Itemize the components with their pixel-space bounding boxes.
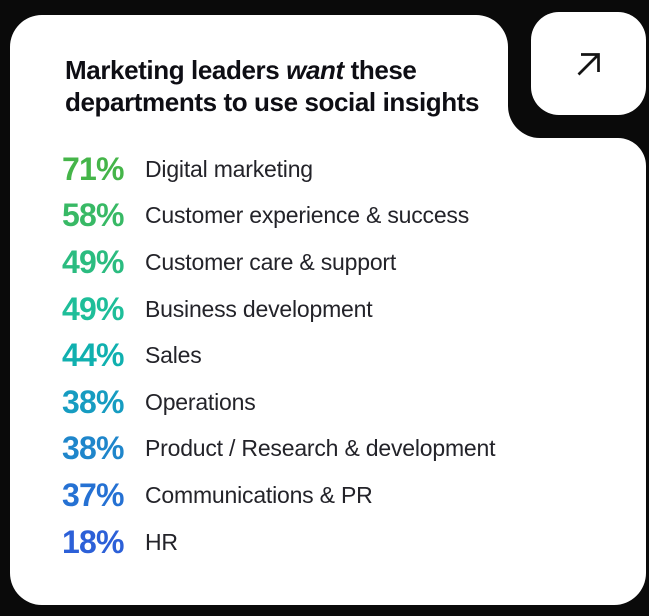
row-label: Sales <box>145 342 202 369</box>
row-label: Customer care & support <box>145 248 397 275</box>
stat-rows: 71% Digital marketing 58% Customer exper… <box>62 146 622 565</box>
row-label: Operations <box>145 388 256 415</box>
row-label: Product / Research & development <box>145 435 496 462</box>
stat-row: 18% HR <box>62 519 622 566</box>
row-label: HR <box>145 528 178 555</box>
stat-row: 49% Business development <box>62 286 622 333</box>
row-percent: 44% <box>62 337 124 374</box>
row-label: Communications & PR <box>145 481 373 508</box>
stat-row: 71% Digital marketing <box>62 146 622 193</box>
card-notched-shape <box>10 15 646 605</box>
row-label: Business development <box>145 295 373 322</box>
row-percent: 38% <box>62 430 124 467</box>
title-line1-post: these <box>343 55 417 85</box>
row-percent: 58% <box>62 197 124 234</box>
arrow-up-right-icon <box>577 52 600 75</box>
stat-row: 38% Product / Research & development <box>62 426 622 473</box>
title-line1-pre: Marketing leaders <box>65 55 287 85</box>
row-percent: 18% <box>62 523 124 560</box>
row-label: Digital marketing <box>145 155 313 182</box>
title-line1-italic: want <box>286 55 344 85</box>
row-percent: 38% <box>62 383 124 420</box>
row-label: Customer experience & success <box>145 202 470 229</box>
stat-row: 44% Sales <box>62 332 622 379</box>
expand-button[interactable] <box>531 12 646 115</box>
stat-row: 37% Communications & PR <box>62 472 622 519</box>
chart-title: Marketing leaders want these departments… <box>65 54 510 118</box>
stat-row: 38% Operations <box>62 379 622 426</box>
stat-row: 49% Customer care & support <box>62 239 622 286</box>
title-line2: departments to use social insights <box>65 87 480 117</box>
row-percent: 49% <box>62 243 124 280</box>
row-percent: 37% <box>62 476 124 513</box>
row-percent: 71% <box>62 150 124 187</box>
row-percent: 49% <box>62 290 124 327</box>
stat-row: 58% Customer experience & success <box>62 193 622 240</box>
